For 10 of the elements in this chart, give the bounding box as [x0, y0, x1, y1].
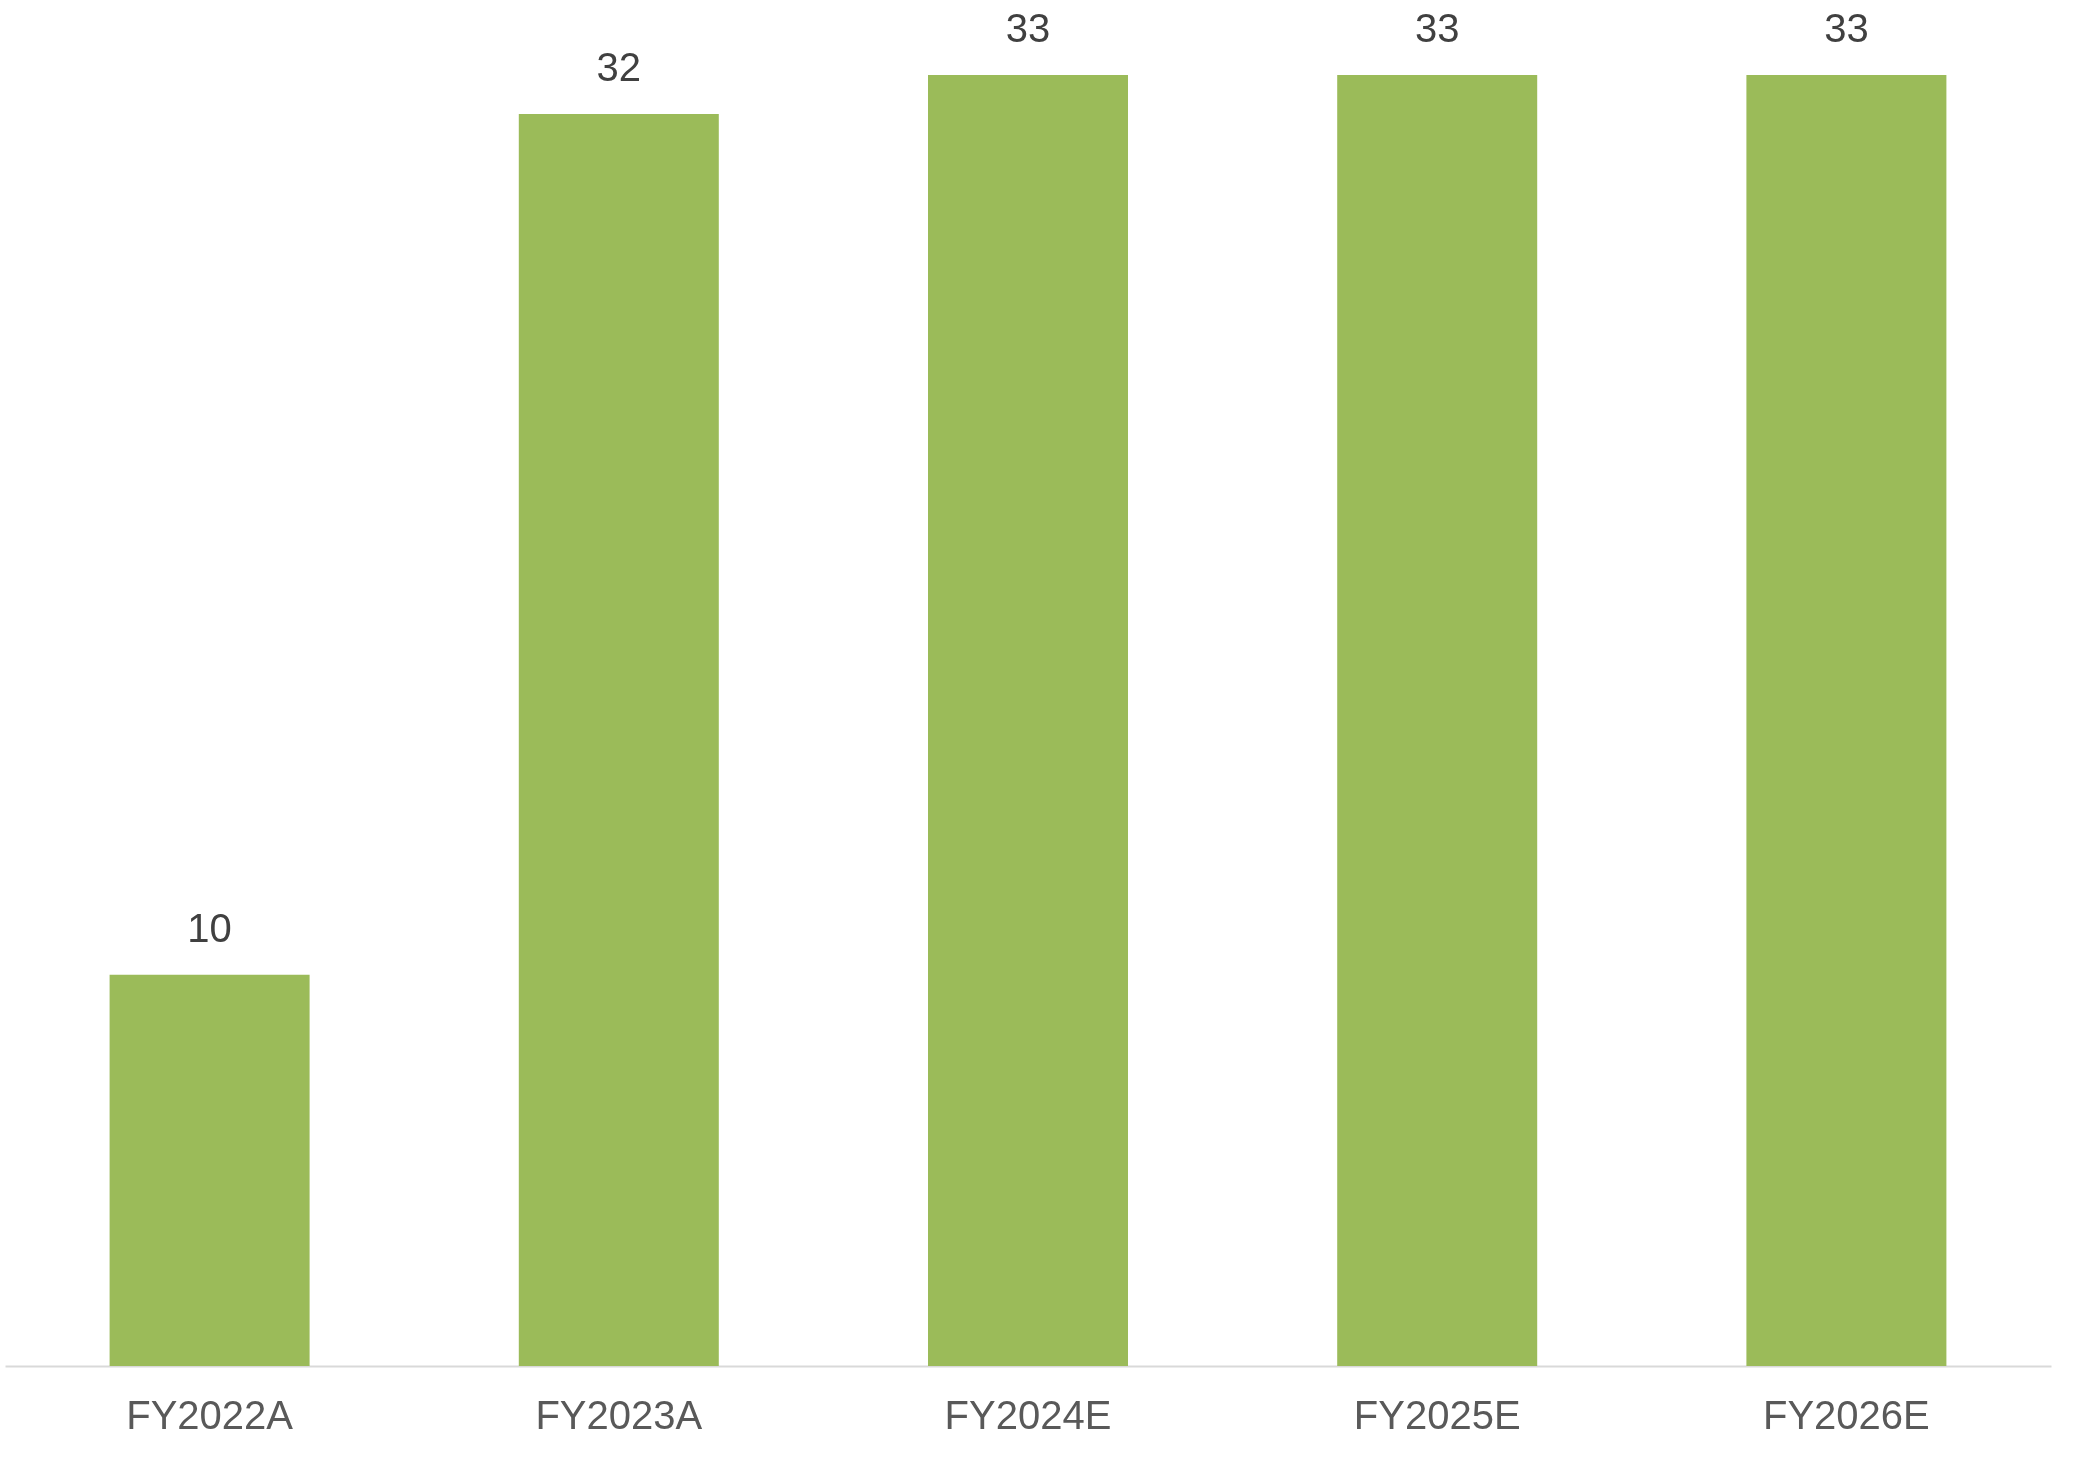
- data-label: 33: [1824, 6, 1869, 50]
- data-label: 33: [1005, 6, 1051, 50]
- x-tick-label: FY2023A: [535, 1392, 703, 1437]
- x-tick-label: FY2026E: [1763, 1392, 1930, 1437]
- data-label: 33: [1414, 6, 1460, 50]
- x-tick-label: FY2022A: [126, 1392, 294, 1437]
- data-label: 10: [187, 905, 232, 950]
- x-tick-label: FY2025E: [1353, 1392, 1521, 1437]
- data-label: 32: [596, 45, 642, 90]
- x-tick-label: FY2024E: [944, 1392, 1112, 1437]
